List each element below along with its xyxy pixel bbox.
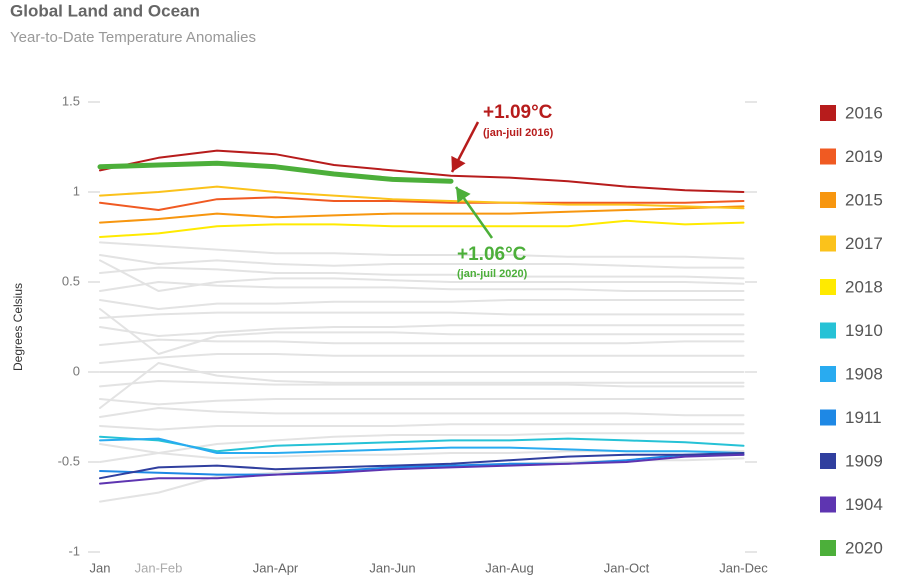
y-tick-label: 1.5 [62, 93, 80, 108]
y-tick-label: 0.5 [62, 273, 80, 288]
legend-label: 2017 [845, 234, 883, 253]
legend-swatch [820, 540, 836, 556]
legend-label: 1911 [845, 408, 882, 427]
background-line [99, 308, 745, 355]
legend-swatch [820, 409, 836, 426]
x-tick-label: Jan-Apr [253, 560, 299, 575]
legend-swatch [820, 105, 836, 121]
x-tick-label: Jan-Dec [719, 560, 768, 575]
background-line [99, 266, 745, 280]
background-line [99, 324, 745, 337]
background-line [99, 407, 745, 418]
legend-swatch [820, 496, 836, 513]
background-line [99, 299, 745, 310]
legend-label: 2018 [845, 277, 883, 296]
background-line [99, 380, 745, 388]
legend-swatch [820, 279, 836, 295]
series-line [99, 435, 745, 453]
legend-swatch [820, 322, 836, 339]
background-line [99, 281, 745, 292]
background-line [99, 259, 745, 292]
x-tick-label: Jan-Aug [485, 560, 533, 575]
legend-label: 2016 [845, 103, 883, 122]
legend-label: 1909 [845, 451, 883, 470]
series-line [99, 452, 745, 480]
x-tick-label: Jan [90, 560, 111, 575]
annotation-value: +1.06°C [457, 244, 527, 265]
legend-swatch [820, 453, 836, 469]
background-line [99, 254, 745, 269]
series-line [99, 453, 745, 476]
series-line [97, 160, 454, 184]
background-line [99, 362, 745, 409]
y-tick-label: -0.5 [58, 453, 80, 468]
legend-label: 2015 [845, 190, 883, 209]
annotation-arrowhead [456, 187, 471, 204]
legend-swatch [820, 366, 836, 382]
legend-label: 1904 [845, 495, 883, 514]
series-line [99, 205, 745, 224]
y-tick-label: 1 [73, 183, 80, 198]
x-tick-label: Jan-Feb [135, 560, 183, 575]
annotation-note: (jan-juil 2016) [483, 127, 554, 139]
background-line [99, 241, 745, 260]
y-tick-label: 0 [73, 363, 80, 378]
series-line [99, 437, 745, 454]
legend-swatch [820, 148, 836, 165]
series-line [99, 196, 745, 211]
background-line [99, 423, 745, 431]
background-line [99, 353, 745, 364]
legend-label: 1908 [845, 364, 883, 383]
legend-swatch [820, 192, 836, 208]
chart-subtitle: Year-to-Date Temperature Anomalies [10, 29, 256, 46]
series-line [99, 185, 745, 210]
y-axis-label: Degrees Celsius [11, 283, 25, 371]
chart-title: Global Land and Ocean [10, 1, 200, 20]
background-line [99, 311, 745, 319]
x-tick-label: Jan-Oct [604, 560, 650, 575]
background-line [99, 398, 745, 406]
background-line [99, 432, 745, 454]
annotation-arrowhead [451, 155, 466, 172]
legend-label: 2019 [845, 147, 883, 166]
background-line [99, 338, 745, 346]
series-line [99, 453, 745, 485]
legend-label: 1910 [845, 321, 883, 340]
y-tick-label: -1 [68, 543, 80, 558]
series-line [99, 219, 745, 238]
annotation-value: +1.09°C [483, 102, 553, 123]
legend-swatch [820, 235, 836, 252]
series-line [99, 149, 745, 193]
x-tick-label: Jan-Jun [369, 560, 415, 575]
annotation-note: (jan-juil 2020) [457, 268, 528, 280]
legend-label: 2020 [845, 538, 883, 557]
